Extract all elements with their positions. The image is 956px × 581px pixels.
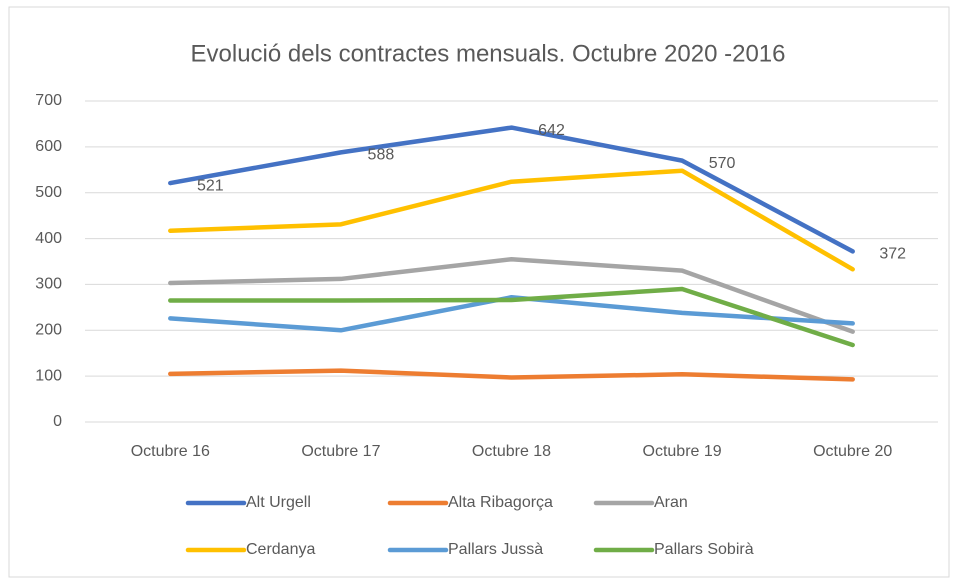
series-line [168, 286, 855, 348]
y-tick-label: 200 [35, 322, 62, 339]
data-label: 372 [879, 246, 906, 263]
x-tick-label: Octubre 17 [301, 443, 380, 460]
series-line [168, 256, 855, 334]
x-tick-label: Octubre 16 [131, 443, 210, 460]
series-line [168, 368, 855, 382]
chart-border [8, 6, 950, 578]
x-tick-label: Octubre 18 [472, 443, 551, 460]
legend-label: Pallars Sobirà [654, 541, 754, 558]
series-line [168, 295, 855, 333]
data-label: 642 [538, 122, 565, 139]
legend-label: Alt Urgell [246, 494, 311, 511]
data-label: 570 [709, 155, 736, 172]
y-tick-label: 300 [35, 276, 62, 293]
legend-label: Alta Ribagorça [448, 494, 553, 511]
y-tick-label: 500 [35, 184, 62, 201]
x-tick-label: Octubre 20 [813, 443, 892, 460]
data-label: 521 [197, 177, 224, 194]
y-tick-label: 0 [53, 413, 62, 430]
x-tick-label: Octubre 19 [643, 443, 722, 460]
legend-label: Pallars Jussà [448, 541, 543, 558]
y-tick-label: 700 [35, 92, 62, 109]
y-tick-label: 100 [35, 367, 62, 384]
y-tick-label: 400 [35, 230, 62, 247]
legend-label: Aran [654, 494, 688, 511]
series-line [168, 125, 855, 254]
series-line [168, 168, 855, 272]
legend-label: Cerdanya [246, 541, 315, 558]
data-label: 588 [368, 147, 395, 164]
chart-title: Evolució dels contractes mensuals. Octub… [191, 40, 786, 67]
y-tick-label: 600 [35, 138, 62, 155]
